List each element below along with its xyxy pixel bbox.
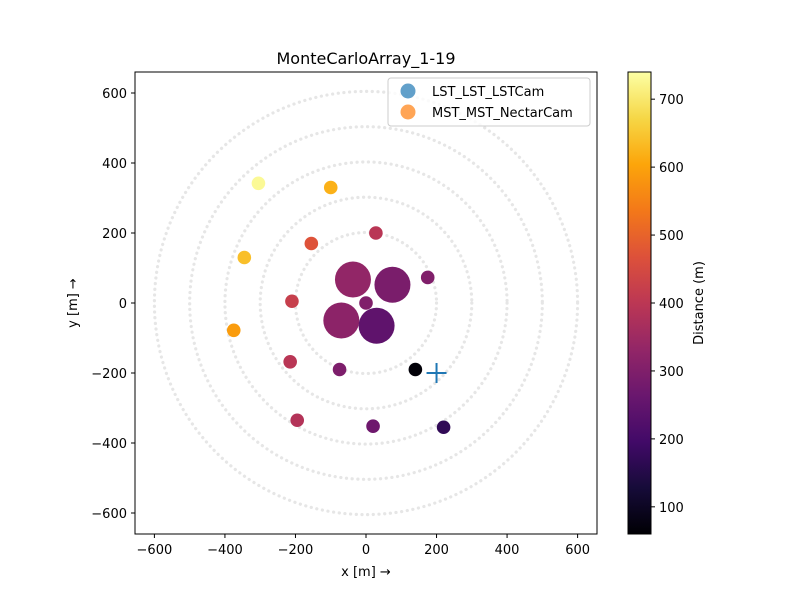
reference-circle: [188, 125, 544, 481]
colorbar-label: Distance (m): [692, 261, 707, 345]
mst-telescope-point: [323, 180, 338, 195]
mst-telescope-point: [366, 419, 380, 434]
mst-telescope-point: [436, 420, 451, 435]
y-tick-label: 200: [102, 227, 127, 242]
lst-telescope-point: [334, 261, 371, 298]
legend: LST_LST_LSTCam MST_MST_NectarCam: [387, 77, 591, 127]
reference-circle: [258, 195, 474, 411]
x-tick-label: −400: [207, 543, 243, 558]
mst-telescope-point: [237, 250, 252, 265]
mst-telescope-point: [290, 413, 305, 428]
mst-telescope-point: [359, 296, 373, 310]
mst-telescope-point: [369, 226, 383, 240]
legend-marker-lst: [400, 83, 416, 99]
mst-telescope-point: [283, 355, 297, 369]
lst-telescope-point: [323, 302, 360, 339]
mst-telescope-point: [226, 323, 241, 338]
x-tick-label: 200: [424, 543, 449, 558]
telescope-points: [226, 176, 451, 435]
y-tick-label: 0: [119, 297, 127, 312]
mst-telescope-point: [285, 294, 299, 309]
colorbar-ticks: 100 200 300 400 500 600 700: [651, 93, 684, 516]
y-tick-label: 600: [102, 87, 127, 102]
y-tick-label: −600: [91, 507, 127, 522]
x-tick-label: −600: [137, 543, 173, 558]
colorbar-tick-label: 600: [659, 161, 684, 176]
x-tick-label: 400: [495, 543, 520, 558]
x-tick-label: 600: [565, 543, 590, 558]
colorbar-tick-label: 500: [659, 229, 684, 244]
legend-label-lst: LST_LST_LSTCam: [432, 85, 544, 100]
reference-circles: [152, 89, 580, 517]
y-tick-label: −200: [91, 367, 127, 382]
colorbar: [627, 71, 652, 535]
legend-marker-mst: [400, 104, 416, 120]
y-tick-label: 400: [102, 157, 127, 172]
mst-telescope-point: [332, 362, 347, 377]
mst-telescope-point: [408, 362, 423, 377]
x-axis-ticks: −600 −400 −200 0 200 400 600: [137, 534, 590, 558]
lst-telescope-point: [374, 266, 411, 303]
colorbar-tick-label: 100: [659, 501, 684, 516]
x-axis-label: x [m] →: [341, 565, 391, 580]
reference-circle: [152, 89, 580, 517]
y-axis-ticks: −600 −400 −200 0 200 400 600: [91, 87, 135, 522]
chart-title: MonteCarloArray_1-19: [276, 49, 455, 69]
x-tick-label: −200: [278, 543, 314, 558]
lst-telescope-point: [358, 307, 395, 344]
reference-circle: [223, 160, 509, 446]
colorbar-tick-label: 300: [659, 365, 684, 380]
mst-telescope-point: [420, 270, 435, 285]
x-tick-label: 0: [362, 543, 370, 558]
legend-box: [387, 77, 591, 127]
array-center-marker: [426, 363, 447, 383]
colorbar-tick-label: 700: [659, 93, 684, 108]
y-axis-label: y [m] →: [66, 278, 81, 328]
y-tick-label: −400: [91, 437, 127, 452]
mst-telescope-point: [251, 176, 266, 191]
legend-label-mst: MST_MST_NectarCam: [432, 106, 573, 121]
mst-telescope-point: [304, 236, 319, 251]
colorbar-tick-label: 200: [659, 433, 684, 448]
colorbar-tick-label: 400: [659, 297, 684, 312]
